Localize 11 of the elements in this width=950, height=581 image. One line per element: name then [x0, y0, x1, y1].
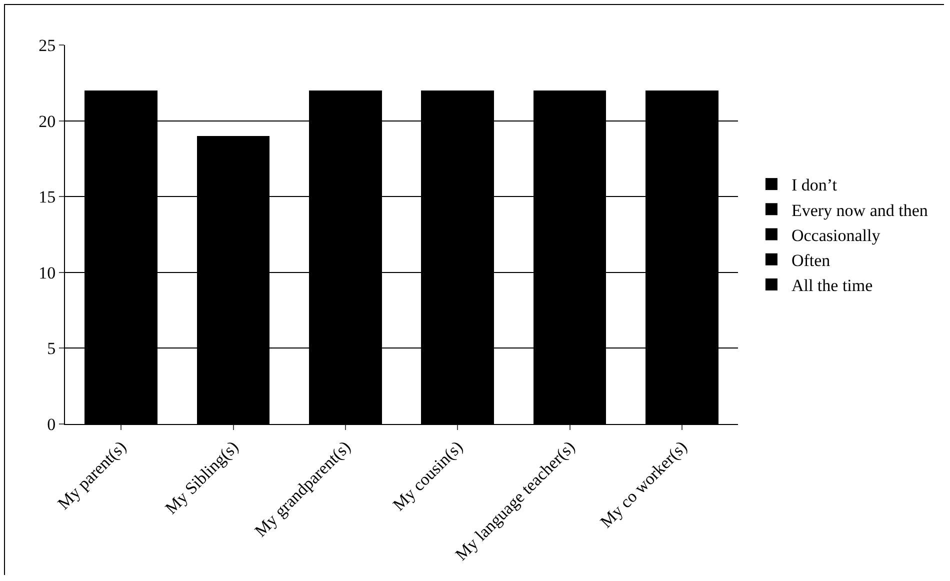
y-tick-label: 15: [38, 188, 56, 207]
y-tick-label: 20: [38, 112, 56, 131]
legend-label: Often: [791, 250, 831, 270]
y-tick-label: 10: [38, 263, 56, 282]
legend-label: All the time: [791, 276, 873, 296]
legend-label: I don’t: [791, 176, 838, 195]
y-tick-label: 25: [38, 36, 56, 55]
legend-label: Occasionally: [791, 226, 881, 245]
legend-label: Every now and then: [791, 200, 928, 220]
y-tick-label: 5: [47, 339, 56, 358]
y-tick-label: 0: [47, 414, 56, 434]
